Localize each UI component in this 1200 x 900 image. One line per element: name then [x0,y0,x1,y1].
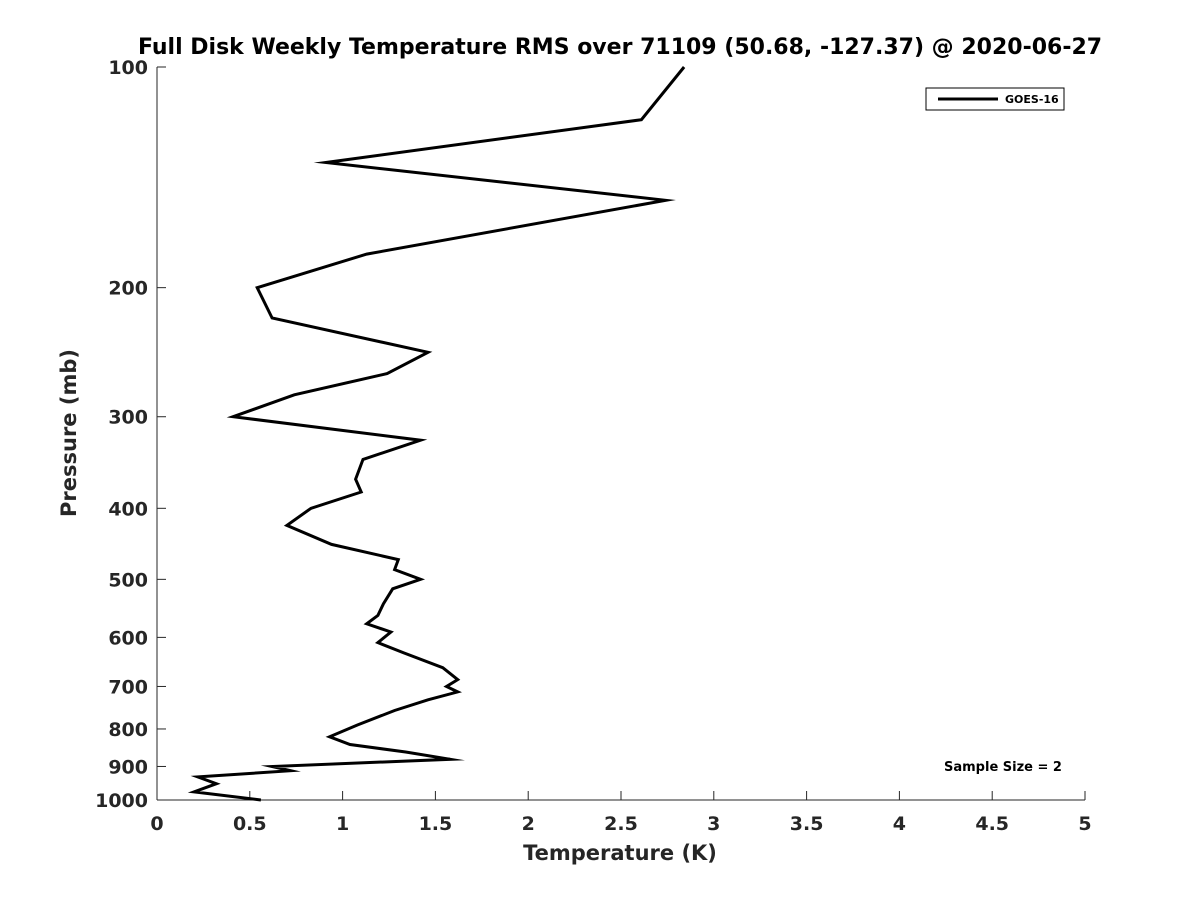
x-tick-label: 0.5 [233,813,267,835]
y-axis-label: Pressure (mb) [57,349,81,517]
legend: GOES-16 [925,87,1065,111]
y-tick-label: 300 [108,407,148,429]
chart-title: Full Disk Weekly Temperature RMS over 71… [138,35,1102,60]
y-tick-label: 500 [108,569,148,591]
x-tick-label: 1 [336,813,349,835]
sample-size-annotation: Sample Size = 2 [944,760,1062,775]
x-tick-label: 2 [522,813,535,835]
y-tick-label: 800 [108,719,148,741]
x-tick-label: 0 [150,813,163,835]
y-tick-label: 200 [108,278,148,300]
x-tick-label: 4 [893,813,906,835]
y-axis-ticks: 100 200 300 400 500 600 700 800 900 1000 [95,57,166,812]
x-tick-label: 1.5 [419,813,453,835]
x-tick-label: 2.5 [604,813,638,835]
x-tick-label: 3 [707,813,720,835]
x-tick-label: 4.5 [975,813,1009,835]
series-line-goes16 [187,66,686,802]
x-axis-label: Temperature (K) [523,841,717,865]
x-axis-ticks: 0 0.5 1 1.5 2 2.5 3 3.5 4 4.5 5 [150,791,1092,835]
legend-label-goes16: GOES-16 [1005,93,1059,106]
y-tick-label: 900 [108,756,148,778]
y-tick-label: 100 [108,57,148,79]
y-tick-label: 600 [108,627,148,649]
x-tick-label: 3.5 [790,813,824,835]
series-layer [187,66,686,802]
y-tick-label: 400 [108,498,148,520]
x-tick-label: 5 [1078,813,1091,835]
y-tick-label: 1000 [95,790,148,812]
y-tick-label: 700 [108,676,148,698]
